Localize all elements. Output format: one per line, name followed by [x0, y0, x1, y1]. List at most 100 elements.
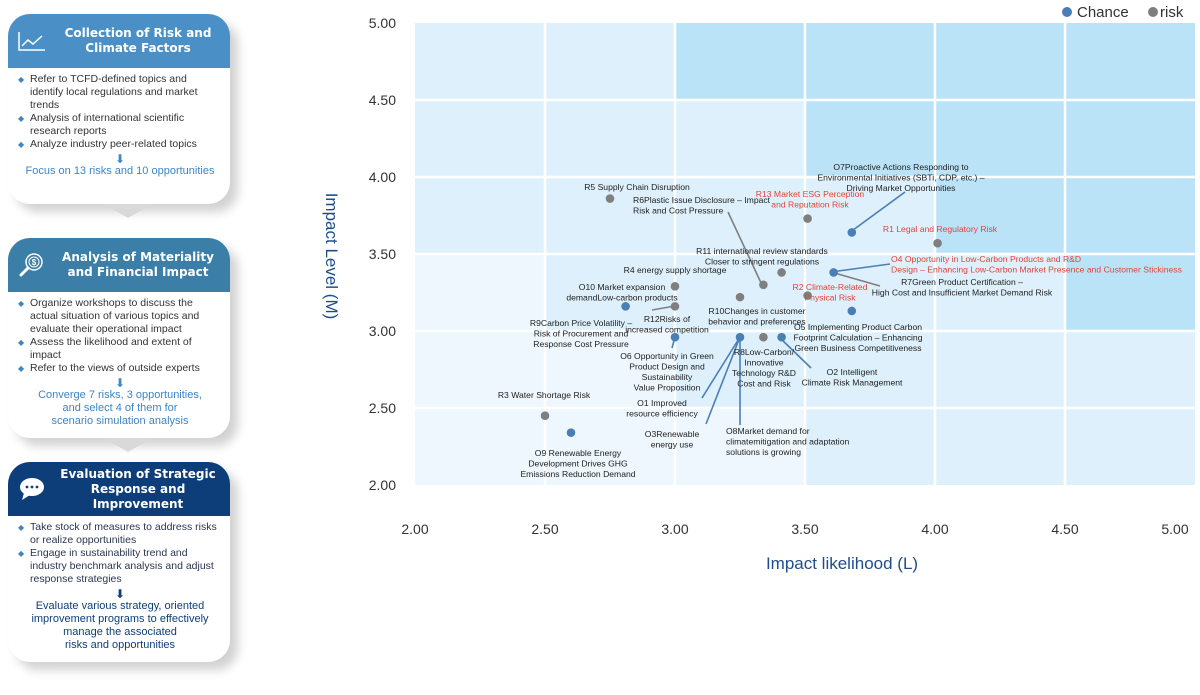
- point-label-r5: R5 Supply Chain Disruption: [584, 182, 690, 192]
- card-title-line: and Financial Impact: [67, 265, 209, 279]
- zone-cell-high: [935, 23, 1065, 100]
- label-line: Climate Risk Management: [802, 378, 903, 388]
- risk-point: [759, 332, 768, 342]
- card-conclusion: Focus on 13 risks and 10 opportunities: [25, 165, 215, 177]
- label-line: O9 Renewable Energy: [535, 448, 622, 458]
- chance-point: [670, 332, 680, 342]
- y-tick-label: 5.00: [369, 15, 396, 31]
- x-tick-label: 4.00: [921, 521, 948, 537]
- bullet-item: Analysis of international scientific res…: [18, 112, 222, 138]
- chance-point: [829, 268, 838, 277]
- card-conclusion: Evaluate various strategy, oriented impr…: [18, 600, 222, 652]
- down-arrow-icon: ⬇: [114, 152, 126, 166]
- legend: Chance risk: [1062, 4, 1184, 21]
- x-axis-title: Impact likelihood (L): [766, 554, 918, 573]
- data-points: [540, 194, 942, 437]
- leader-line: [830, 271, 881, 287]
- point-label-r7: R7Green Product Certification – High Cost…: [872, 277, 1053, 298]
- point-label-o4: O4 Opportunity in Low-Carbon Products an…: [891, 254, 1182, 275]
- leader-line: [848, 191, 906, 234]
- label-line: Environmental Initiatives (SBTi, CDP, et…: [817, 173, 984, 183]
- bullet-item: Engage in sustainability trend and indus…: [18, 547, 222, 586]
- label-line: O6 Opportunity in Green: [620, 351, 714, 361]
- label-line: solutions is growing: [726, 447, 801, 457]
- label-line: O3Renewable: [645, 429, 700, 439]
- zone-cell-low: [545, 331, 675, 408]
- y-tick-label: 2.50: [369, 400, 396, 416]
- label-line: Risk and Cost Pressure: [633, 206, 723, 216]
- risk-point: [803, 214, 812, 223]
- label-line: Product Design and: [629, 362, 705, 372]
- zone-cell-low: [545, 408, 675, 485]
- label-line: Response Cost Pressure: [533, 339, 629, 349]
- leader-line: [778, 336, 812, 369]
- legend-chance-label: Chance: [1077, 4, 1129, 21]
- zone-cell-medium: [935, 408, 1065, 485]
- conclusion-line: improvement programs to effectively: [31, 613, 209, 625]
- label-line: Closer to stringent regulations: [705, 257, 819, 267]
- point-label-r13: R13 Market ESG Perception and Reputation …: [756, 189, 865, 210]
- card-header: Collection of Risk and Climate Factors: [8, 14, 230, 68]
- label-line: R1 Legal and Regulatory Risk: [883, 224, 998, 234]
- bullet-item: Analyze industry peer-related topics: [18, 138, 222, 151]
- label-line: demandLow-carbon products: [566, 293, 677, 303]
- bullet-item: Refer to TCFD-defined topics and identif…: [18, 73, 222, 112]
- label-line: climatemitigation and adaptation: [726, 437, 849, 447]
- bullet-item: Take stock of measures to address risks …: [18, 521, 222, 547]
- zone-cell-high: [1065, 254, 1195, 331]
- card-title: Collection of Risk and Climate Factors: [56, 26, 230, 56]
- process-card-analysis: $ Analysis of Materiality and Financial …: [8, 238, 230, 452]
- label-line: R13 Market ESG Perception: [756, 189, 865, 199]
- card-header: Evaluation of Strategic Response and Imp…: [8, 462, 230, 516]
- x-tick-label: 3.50: [791, 521, 818, 537]
- conclusion-line: scenario simulation analysis: [51, 415, 189, 427]
- point-label-r9: R9Carbon Price Volatility – Risk of Procu…: [530, 318, 632, 349]
- label-line: R5 Supply Chain Disruption: [584, 182, 690, 192]
- chat-bubble-icon: [8, 477, 56, 501]
- zone-cell-high: [805, 23, 935, 100]
- label-line: R10Changes in customer: [709, 306, 806, 316]
- label-line: R3 Water Shortage Risk: [498, 390, 591, 400]
- card-title-line: Response and Improvement: [90, 481, 186, 511]
- label-line: R2 Climate-Related: [793, 282, 868, 292]
- line-chart-icon: [8, 30, 56, 52]
- label-line: energy use: [651, 440, 694, 450]
- down-arrow-icon: ⬇: [114, 587, 126, 601]
- card-body: Refer to TCFD-defined topics and identif…: [8, 68, 230, 186]
- x-tick-label: 2.00: [401, 521, 428, 537]
- chance-point: [735, 332, 745, 342]
- process-card-evaluation: Evaluation of Strategic Response and Imp…: [8, 462, 230, 662]
- zone-cell-medium: [675, 254, 805, 331]
- leader-line: [701, 336, 741, 399]
- y-tick-label: 4.00: [369, 169, 396, 185]
- label-line: R12Risks of: [644, 314, 691, 324]
- zone-cell-low: [415, 408, 545, 485]
- point-label-r4: R4 energy supply shortage: [624, 265, 727, 275]
- zone-cell-high: [935, 177, 1065, 254]
- zone-cell-high: [935, 100, 1065, 177]
- label-line: Driving Market Opportunities: [847, 183, 956, 193]
- label-line: High Cost and Insufficient Market Demand…: [872, 288, 1053, 298]
- label-line: Sustainability: [642, 372, 693, 382]
- bullet-item: Organize workshops to discuss the actual…: [18, 297, 222, 336]
- zone-cell-high: [1065, 177, 1195, 254]
- conclusion-line: risks and opportunities: [64, 639, 176, 651]
- leader-line: [727, 211, 763, 286]
- label-line: R4 energy supply shortage: [624, 265, 727, 275]
- chance-point: [777, 332, 786, 342]
- legend-chance-marker: [1062, 7, 1072, 17]
- chance-point: [566, 428, 576, 437]
- label-line: resource efficiency: [626, 409, 698, 419]
- x-tick-label: 3.00: [661, 521, 688, 537]
- zone-cell-high: [1065, 100, 1195, 177]
- risk-point: [759, 280, 768, 290]
- point-label-o2: O2 Intelligent Climate Risk Management: [802, 367, 903, 388]
- point-label-o9: O9 Renewable Energy Development Drives GH…: [520, 448, 635, 479]
- gridlines: [415, 23, 1195, 485]
- risk-point: [605, 194, 615, 203]
- label-line: Cost and Risk: [737, 379, 791, 389]
- risk-point: [735, 292, 745, 302]
- card-body: Take stock of measures to address risks …: [8, 516, 230, 660]
- legend-risk-marker: [1148, 7, 1158, 17]
- point-label-o10: O10 Market expansion demandLow-carbon pro…: [566, 282, 677, 303]
